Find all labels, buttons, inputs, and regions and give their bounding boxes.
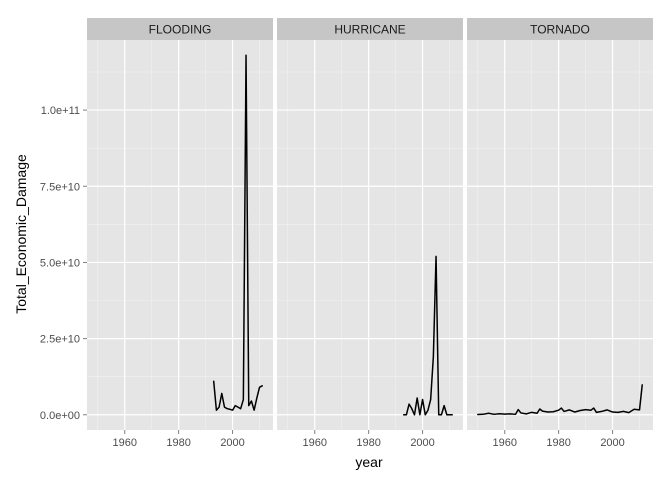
x-tick-label: 1960 bbox=[302, 437, 326, 449]
y-tick-label: 5.0e+10 bbox=[40, 257, 80, 269]
x-tick-label: 2000 bbox=[220, 437, 244, 449]
x-tick-label: 1960 bbox=[112, 437, 136, 449]
y-tick-label: 7.5e+10 bbox=[40, 181, 80, 193]
facet-panels: FLOODING HURRICANE TORNADO bbox=[87, 18, 653, 430]
facet-strip-flooding bbox=[87, 18, 273, 40]
y-axis: 0.0e+00 2.5e+10 5.0e+10 7.5e+10 1.0e+11 bbox=[40, 105, 87, 422]
series-line-hurricane bbox=[402, 255, 453, 416]
facet-label: FLOODING bbox=[149, 23, 212, 37]
x-tick-label: 1960 bbox=[492, 437, 516, 449]
facet-label: TORNADO bbox=[530, 23, 590, 37]
facet-strip-tornado bbox=[467, 18, 653, 40]
x-tick-label: 1980 bbox=[356, 437, 380, 449]
facet-panel-tornado: TORNADO bbox=[467, 18, 653, 430]
x-tick-label: 2000 bbox=[600, 437, 624, 449]
x-tick-label: 1980 bbox=[166, 437, 190, 449]
x-axis-title: year bbox=[355, 454, 383, 470]
facet-strip-hurricane bbox=[277, 18, 463, 40]
y-tick-label: 0.0e+00 bbox=[40, 410, 80, 422]
x-tick-label: 1980 bbox=[546, 437, 570, 449]
facet-panel-hurricane: HURRICANE bbox=[277, 18, 463, 430]
panel-background bbox=[87, 40, 273, 430]
y-tick-label: 1.0e+11 bbox=[41, 105, 80, 117]
series-line-flooding bbox=[212, 54, 263, 411]
y-axis-title: Total_Economic_Damage bbox=[13, 154, 29, 314]
panel-background bbox=[277, 40, 463, 430]
x-tick-label: 2000 bbox=[410, 437, 434, 449]
facet-panel-flooding: FLOODING bbox=[87, 18, 273, 430]
series-line-tornado bbox=[477, 384, 643, 416]
x-axes: 1960 1980 2000 1960 1980 2000 1960 1980 2000 bbox=[112, 430, 625, 449]
facet-label: HURRICANE bbox=[334, 23, 405, 37]
y-tick-label: 2.5e+10 bbox=[40, 334, 80, 346]
panel-background bbox=[467, 40, 653, 430]
